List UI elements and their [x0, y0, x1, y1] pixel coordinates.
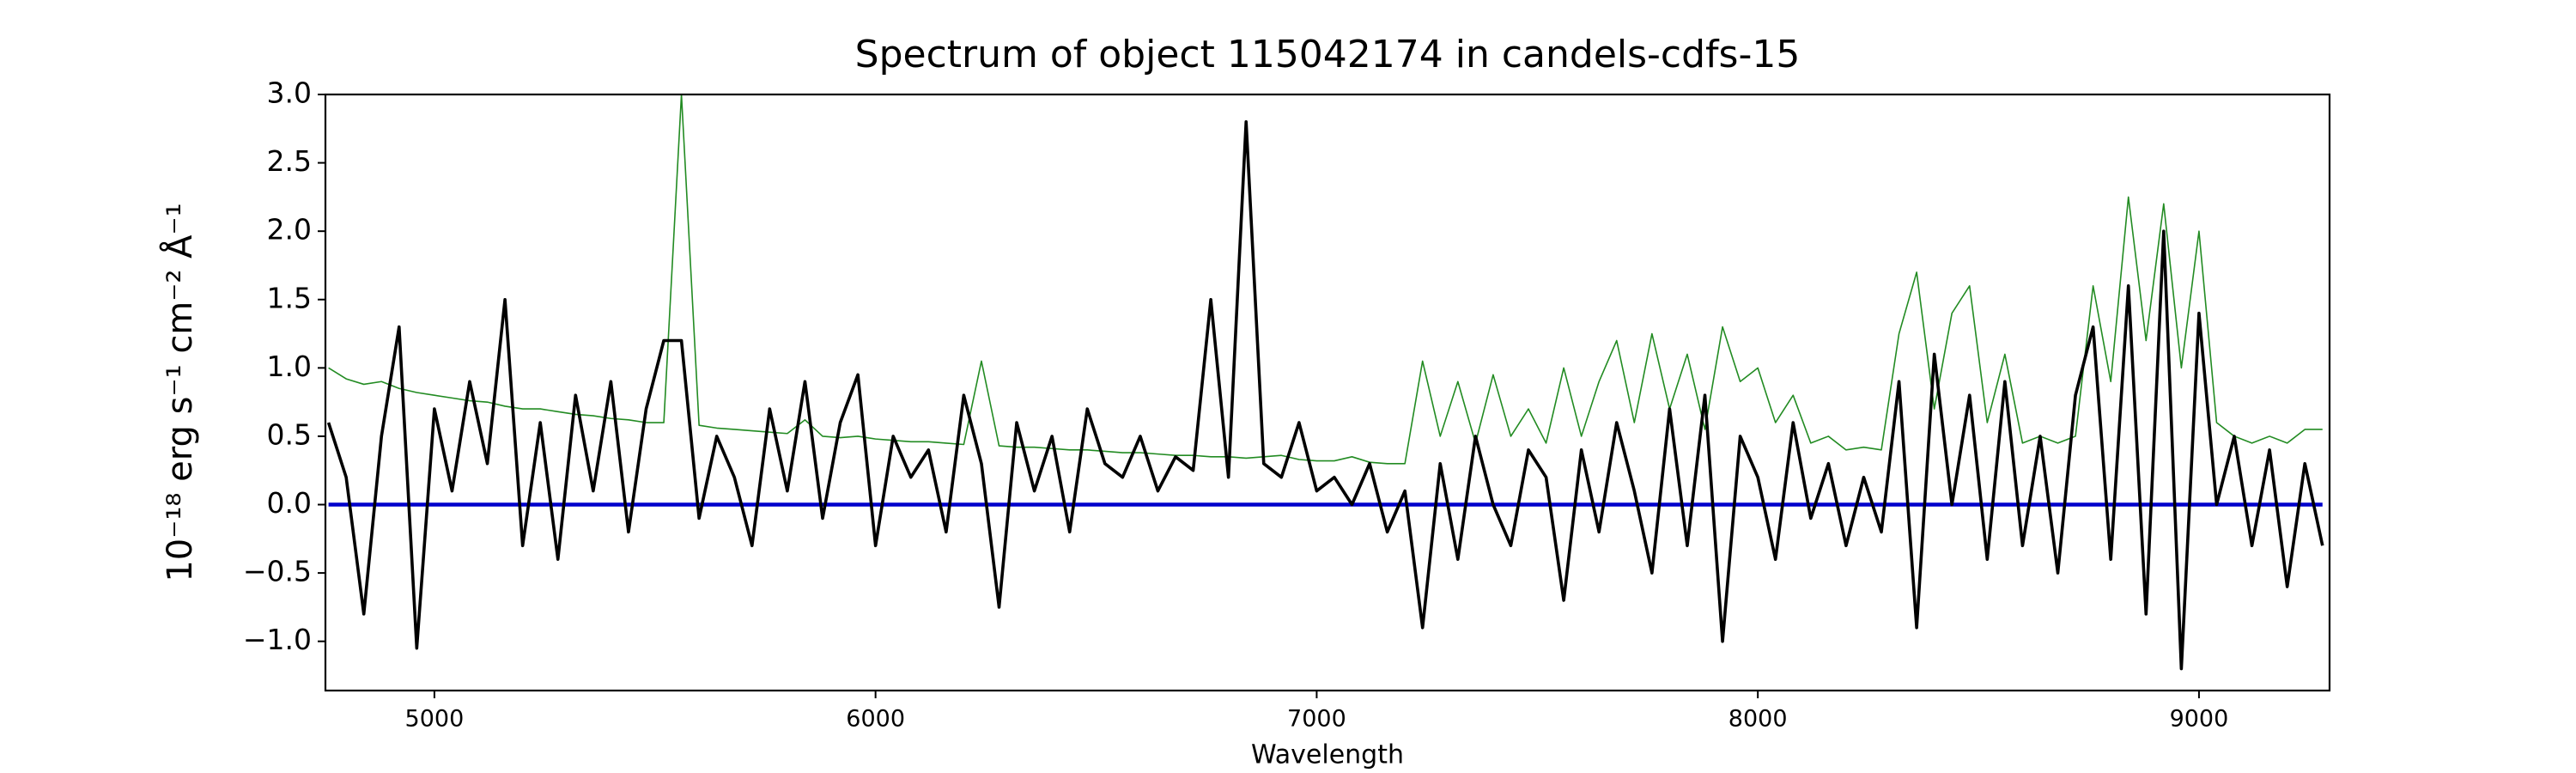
x-axis-label: Wavelength	[1251, 740, 1404, 770]
y-tick-label: 1.0	[267, 350, 312, 383]
y-tick-label: 2.5	[267, 144, 312, 178]
y-tick-label: 2.0	[267, 213, 312, 247]
y-tick-label: −0.5	[243, 555, 312, 588]
y-tick-label: 3.0	[267, 76, 312, 110]
spectrum-line	[328, 94, 2323, 465]
x-tick-label: 8000	[1728, 706, 1788, 733]
y-tick-label: 1.5	[267, 281, 312, 314]
x-tick-label: 9000	[2170, 706, 2229, 733]
x-tick-label: 5000	[405, 706, 465, 733]
chart-title: Spectrum of object 115042174 in candels-…	[855, 33, 1801, 76]
y-tick-label: 0.5	[267, 417, 312, 451]
spectrum-line	[326, 120, 2324, 671]
y-axis-label: 10⁻¹⁸ erg s⁻¹ cm⁻² Å⁻¹	[159, 203, 200, 581]
x-tick-label: 7000	[1287, 706, 1346, 733]
y-tick-label: 0.0	[267, 486, 312, 520]
y-tick-label: −1.0	[243, 623, 312, 656]
x-tick-label: 6000	[846, 706, 905, 733]
plot-area	[326, 94, 2324, 671]
axes-frame	[324, 93, 2331, 692]
